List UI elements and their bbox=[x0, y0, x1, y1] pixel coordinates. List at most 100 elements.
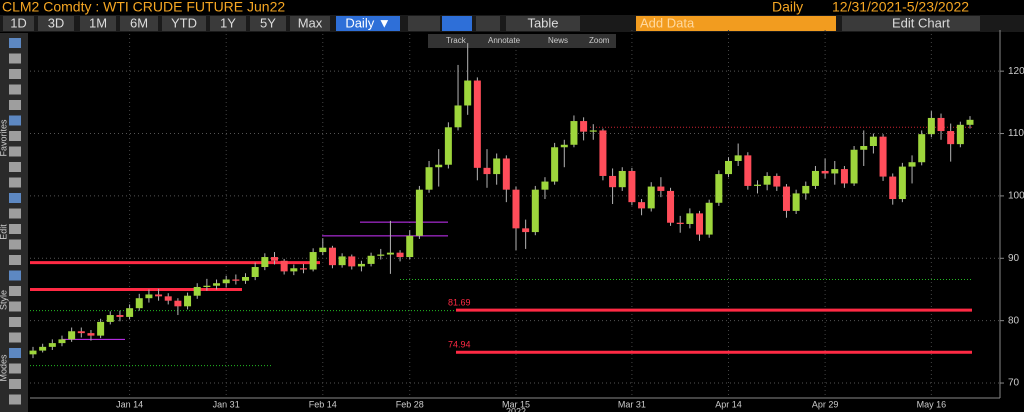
range-button[interactable] bbox=[162, 16, 206, 31]
range-label[interactable]: 5Y bbox=[260, 15, 276, 30]
icon-button[interactable] bbox=[442, 16, 472, 31]
add-data-label[interactable]: Add Data bbox=[640, 15, 695, 30]
candle-body bbox=[725, 160, 733, 175]
candle-body bbox=[242, 276, 250, 281]
candle-body bbox=[328, 247, 336, 266]
candle-body bbox=[309, 252, 317, 270]
candle-body bbox=[657, 186, 665, 191]
candle-body bbox=[493, 158, 501, 175]
candle-body bbox=[68, 331, 76, 340]
level-label: 81.69 bbox=[448, 297, 471, 307]
chart-toolbar bbox=[428, 34, 616, 48]
tool-icon[interactable] bbox=[9, 363, 21, 374]
range-label[interactable]: 3D bbox=[48, 15, 65, 30]
candle-body bbox=[898, 166, 906, 200]
range-label[interactable]: 6M bbox=[130, 15, 148, 30]
tool-icon[interactable] bbox=[9, 177, 21, 188]
tool-icon[interactable] bbox=[9, 53, 21, 64]
table-button[interactable] bbox=[506, 16, 580, 31]
frequency-label[interactable]: Daily ▼ bbox=[345, 15, 390, 30]
candle-body bbox=[782, 186, 790, 211]
sidebar-label: Modes bbox=[0, 354, 8, 382]
candle-body bbox=[357, 263, 365, 267]
x-tick-label: Feb 28 bbox=[396, 399, 424, 409]
range-button[interactable] bbox=[120, 16, 158, 31]
sidebar-label: Style bbox=[0, 290, 8, 310]
range-label[interactable]: 1D bbox=[10, 15, 27, 30]
candle-body bbox=[889, 176, 897, 200]
candle-body bbox=[609, 175, 617, 188]
tool-icon[interactable] bbox=[9, 286, 21, 296]
tool-icon[interactable] bbox=[9, 317, 21, 327]
chart-tool[interactable]: Annotate bbox=[488, 36, 521, 45]
candle-body bbox=[551, 147, 559, 182]
edit-chart-label[interactable]: Edit Chart bbox=[892, 15, 950, 30]
candle-body bbox=[415, 189, 423, 236]
candle-body bbox=[638, 202, 646, 209]
range-button[interactable] bbox=[38, 16, 74, 31]
candle-body bbox=[483, 167, 491, 175]
candle-body bbox=[251, 267, 259, 277]
range-label[interactable]: 1M bbox=[89, 15, 107, 30]
dropdown-button[interactable] bbox=[476, 16, 500, 31]
candle-body bbox=[580, 121, 588, 132]
frequency-button[interactable] bbox=[336, 16, 400, 31]
range-label[interactable]: Max bbox=[298, 15, 323, 30]
candle-body bbox=[106, 315, 114, 322]
icon-button[interactable] bbox=[408, 16, 440, 31]
x-tick-label: Mar 31 bbox=[618, 399, 646, 409]
table-label[interactable]: Table bbox=[527, 15, 558, 30]
tool-icon[interactable] bbox=[9, 270, 21, 281]
range-button[interactable] bbox=[290, 16, 330, 31]
candle-body bbox=[473, 80, 481, 168]
candle-body bbox=[512, 189, 520, 229]
tool-icon[interactable] bbox=[9, 239, 21, 250]
candle-body bbox=[174, 300, 182, 307]
tool-icon[interactable] bbox=[9, 301, 21, 312]
chart-tool[interactable]: News bbox=[548, 36, 568, 45]
tool-icon[interactable] bbox=[9, 193, 21, 203]
tool-icon[interactable] bbox=[9, 69, 21, 79]
candle-body bbox=[145, 294, 153, 299]
sidebar-label: Favorites bbox=[0, 119, 8, 157]
tool-icon[interactable] bbox=[9, 115, 21, 126]
tool-icon[interactable] bbox=[9, 100, 21, 110]
range-button[interactable] bbox=[250, 16, 286, 31]
tool-icon[interactable] bbox=[9, 38, 21, 48]
tool-icon[interactable] bbox=[9, 255, 21, 265]
tool-icon[interactable] bbox=[9, 131, 21, 141]
candle-body bbox=[425, 167, 433, 190]
tool-icon[interactable] bbox=[9, 162, 21, 172]
tool-icon[interactable] bbox=[9, 332, 21, 343]
tool-icon[interactable] bbox=[9, 394, 21, 405]
candle-body bbox=[802, 185, 810, 194]
range-label[interactable]: YTD bbox=[171, 15, 197, 30]
x-tick-label: Apr 14 bbox=[715, 399, 742, 409]
range-button[interactable] bbox=[3, 16, 34, 31]
tool-icon[interactable] bbox=[9, 208, 21, 219]
add-data-field[interactable] bbox=[636, 16, 836, 31]
candle-body bbox=[87, 333, 95, 336]
tool-icon[interactable] bbox=[9, 348, 21, 358]
candle-body bbox=[386, 252, 394, 255]
range-button[interactable] bbox=[210, 16, 246, 31]
candle-body bbox=[97, 321, 105, 336]
candle-body bbox=[618, 170, 626, 188]
candle-body bbox=[647, 186, 655, 209]
tool-icon[interactable] bbox=[9, 146, 21, 157]
tool-icon[interactable] bbox=[9, 84, 21, 95]
candle-body bbox=[956, 124, 964, 145]
candle-body bbox=[319, 247, 327, 253]
chart-tool[interactable]: Zoom bbox=[589, 36, 610, 45]
candle-body bbox=[193, 286, 201, 296]
tool-icon[interactable] bbox=[9, 379, 21, 389]
ticker: CLM2 Comdty : WTI CRUDE FUTURE Jun22 bbox=[2, 0, 285, 15]
tool-icon[interactable] bbox=[9, 224, 21, 234]
candle-body bbox=[869, 136, 877, 147]
candle-body bbox=[348, 256, 356, 267]
chart-tool[interactable]: Track bbox=[446, 36, 467, 45]
range-label[interactable]: 1Y bbox=[220, 15, 236, 30]
edit-chart-button[interactable] bbox=[842, 16, 980, 31]
range-button[interactable] bbox=[80, 16, 116, 31]
